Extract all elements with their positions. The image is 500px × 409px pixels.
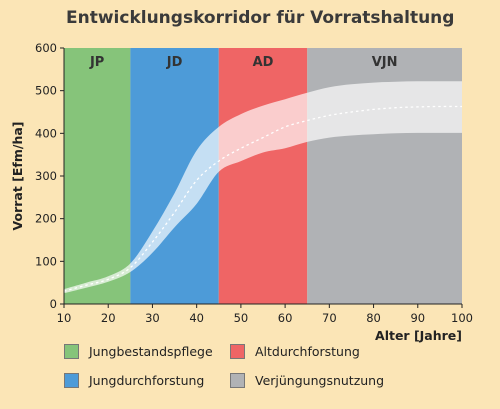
legend-swatch-jd: [64, 373, 79, 388]
x-axis-label: Alter [Jahre]: [375, 328, 462, 343]
phase-label-jp: JP: [89, 55, 104, 70]
phase-label-vjn: VJN: [372, 55, 398, 70]
x-tick-label: 40: [189, 311, 204, 325]
phase-label-jd: JD: [166, 55, 183, 70]
y-tick-label: 0: [50, 297, 57, 311]
y-tick-label: 600: [35, 41, 57, 55]
x-tick-label: 80: [366, 311, 381, 325]
phase-band-jp: [64, 48, 131, 304]
chart-title: Entwicklungskorridor für Vorratshaltung: [66, 8, 455, 28]
x-tick-label: 50: [234, 311, 249, 325]
y-axis-label: Vorrat [Efm/ha]: [10, 122, 25, 231]
legend-item-vjn: Verjüngungsnutzung: [230, 373, 384, 388]
y-tick-label: 300: [35, 169, 57, 183]
y-tick-label: 500: [35, 84, 57, 98]
x-tick-label: 60: [278, 311, 293, 325]
corridor-band: [64, 81, 462, 294]
x-tick-label: 10: [57, 311, 72, 325]
x-tick-label: 90: [410, 311, 425, 325]
x-tick-label: 20: [101, 311, 116, 325]
median-line: [63, 105, 463, 292]
legend-swatch-vjn: [230, 373, 245, 388]
legend-swatch-jp: [64, 344, 79, 359]
chart-legend: Jungbestandspflege Altdurchforstung Jung…: [64, 344, 484, 400]
y-tick-label: 400: [35, 126, 57, 140]
legend-label-ad: Altdurchforstung: [255, 344, 360, 359]
y-tick-label: 200: [35, 212, 57, 226]
x-tick-label: 70: [322, 311, 337, 325]
y-tick-label: 100: [35, 254, 57, 268]
legend-label-jd: Jungdurchforstung: [89, 373, 205, 388]
x-tick-label: 100: [451, 311, 473, 325]
legend-label-jp: Jungbestandspflege: [89, 344, 213, 359]
phase-band-ad: [218, 48, 308, 304]
legend-item-jp: Jungbestandspflege: [64, 344, 213, 359]
legend-swatch-ad: [230, 344, 245, 359]
legend-item-jd: Jungdurchforstung: [64, 373, 204, 388]
x-tick-label: 30: [145, 311, 160, 325]
phase-label-ad: AD: [253, 55, 274, 70]
legend-item-ad: Altdurchforstung: [230, 344, 360, 359]
legend-label-vjn: Verjüngungsnutzung: [255, 373, 385, 388]
